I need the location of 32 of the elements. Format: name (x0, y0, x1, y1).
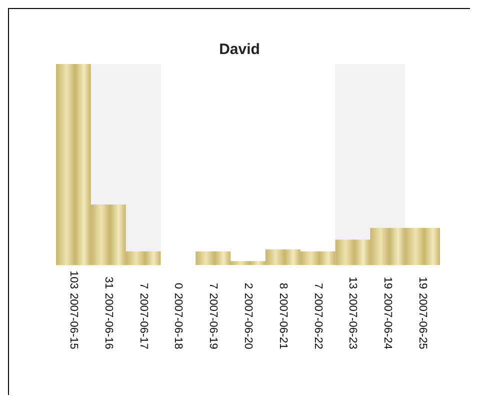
x-tick-label: 2007-06-20 (242, 293, 254, 350)
bar (335, 240, 370, 265)
bar (90, 204, 126, 265)
data-label: 8 (276, 282, 289, 289)
chart-title: David (219, 41, 260, 58)
data-label: 31 (102, 276, 114, 289)
data-label: 7 (207, 282, 220, 289)
data-label: 0 (172, 282, 184, 289)
x-tick-label: 2007-06-23 (346, 293, 359, 350)
data-label: 7 (137, 282, 150, 289)
data-label: 19 (382, 276, 394, 289)
x-tick-label: 2007-06-22 (312, 293, 324, 350)
bar (265, 249, 300, 265)
data-label: 103 (67, 270, 80, 289)
bar (300, 251, 336, 265)
bar (405, 228, 440, 265)
data-label: 19 (416, 276, 429, 289)
bar (230, 261, 266, 265)
x-tick-label: 2007-06-24 (382, 293, 394, 350)
x-tick-label: 2007-06-17 (137, 293, 150, 350)
bar (126, 251, 161, 265)
data-label: 7 (312, 282, 324, 289)
x-tick-label: 2007-06-21 (276, 293, 289, 350)
x-tick-label: 2007-06-16 (102, 293, 114, 350)
x-tick-label: 2007-06-19 (207, 293, 220, 350)
x-tick-label: 2007-06-25 (416, 293, 429, 350)
bar (370, 228, 406, 265)
data-label: 2 (242, 282, 254, 289)
x-tick-label: 2007-06-18 (172, 293, 184, 350)
bar (196, 251, 231, 265)
data-label: 13 (346, 276, 359, 289)
x-tick-label: 2007-06-15 (67, 293, 80, 350)
